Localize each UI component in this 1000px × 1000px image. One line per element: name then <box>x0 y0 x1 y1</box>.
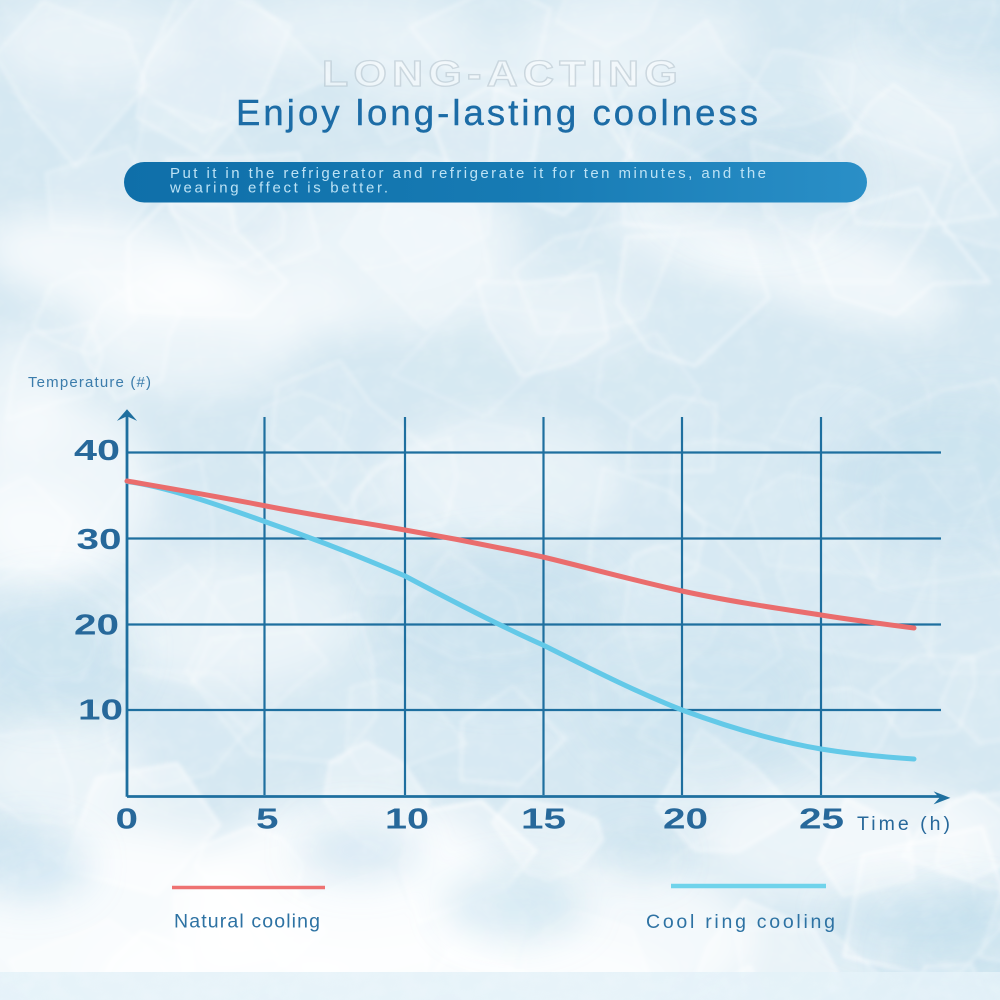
svg-text:30: 30 <box>77 524 122 556</box>
svg-text:20: 20 <box>74 610 119 642</box>
svg-text:Natural cooling: Natural cooling <box>174 911 320 933</box>
svg-text:LONG-ACTING: LONG-ACTING <box>322 53 683 94</box>
svg-text:40: 40 <box>74 435 120 467</box>
svg-text:5: 5 <box>256 804 279 836</box>
svg-text:Time (h): Time (h) <box>857 813 950 835</box>
svg-text:Temperature (#): Temperature (#) <box>28 374 151 391</box>
svg-text:0: 0 <box>116 804 139 836</box>
svg-text:15: 15 <box>521 804 566 836</box>
svg-text:Enjoy long-lasting coolness: Enjoy long-lasting coolness <box>236 92 758 133</box>
svg-text:10: 10 <box>78 694 123 726</box>
svg-text:Cool ring cooling: Cool ring cooling <box>646 911 835 933</box>
svg-text:25: 25 <box>799 804 844 836</box>
svg-text:wearing effect is better.: wearing effect is better. <box>169 180 388 197</box>
svg-text:10: 10 <box>385 804 429 836</box>
svg-text:20: 20 <box>663 804 708 836</box>
